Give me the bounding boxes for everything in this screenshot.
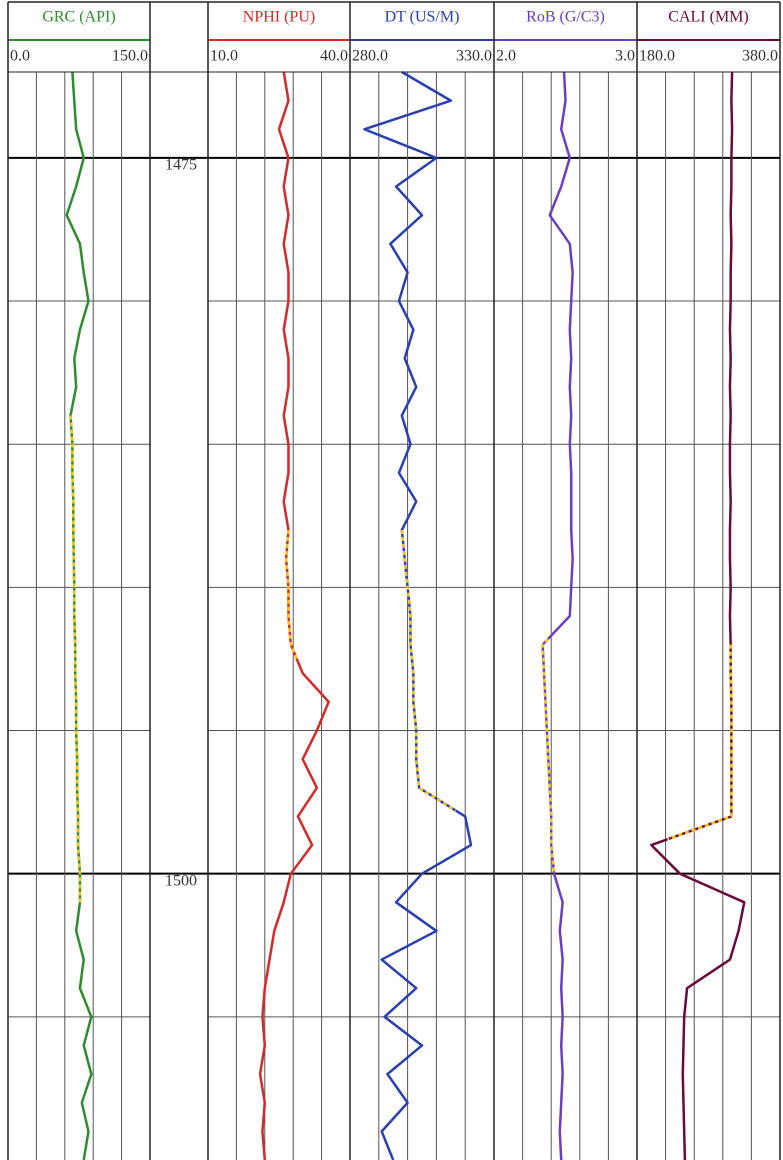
edited-interval (284, 530, 298, 660)
x-tick-label: 10.0 (210, 48, 238, 65)
x-tick-label: 150.0 (112, 48, 148, 65)
track-title: CALI (MM) (668, 9, 748, 26)
log-curve (650, 71, 746, 1160)
x-tick-label: 0.0 (10, 48, 30, 65)
edited-interval (666, 644, 733, 841)
log-curve (363, 70, 473, 1160)
track-title: GRC (API) (42, 9, 115, 26)
x-tick-label: 280.0 (352, 48, 388, 65)
x-tick-label: 3.0 (615, 48, 635, 65)
edited-interval (400, 529, 457, 812)
x-tick-label: 380.0 (742, 48, 778, 65)
x-tick-label: 180.0 (639, 48, 675, 65)
x-tick-label: 330.0 (456, 48, 492, 65)
log-curve (258, 71, 330, 1160)
log-curve (65, 71, 93, 1160)
depth-tick-label: 1475 (165, 157, 197, 174)
track-title: RoB (G/C3) (526, 9, 605, 26)
x-tick-label: 2.0 (496, 48, 516, 65)
x-tick-label: 40.0 (320, 48, 348, 65)
track-title: DT (US/M) (385, 9, 460, 26)
log-curve (541, 71, 574, 1160)
depth-tick-label: 1500 (165, 872, 197, 889)
edited-interval (541, 638, 556, 874)
track-title: NPHI (PU) (243, 9, 315, 26)
